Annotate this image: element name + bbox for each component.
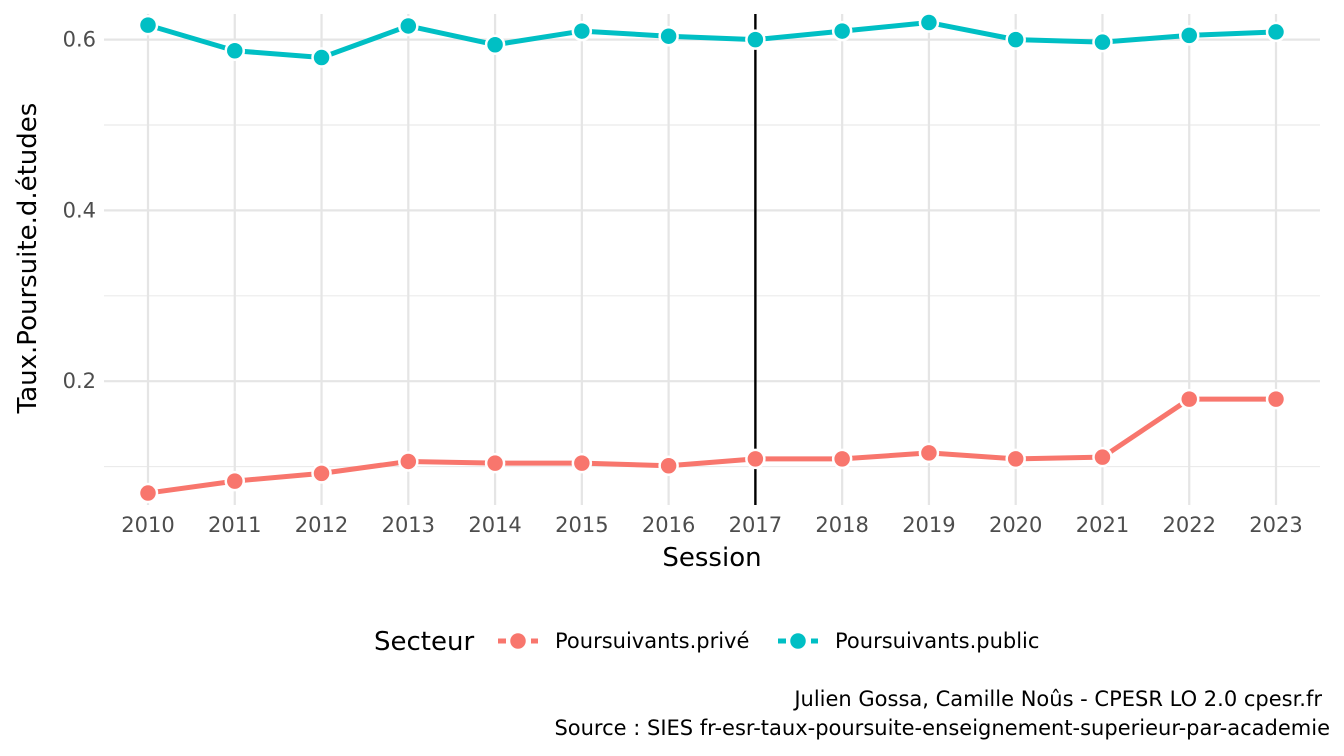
data-point	[398, 15, 419, 37]
data-point	[224, 470, 246, 492]
legend: Secteur Poursuivants.privé Poursuivants.p…	[374, 627, 1039, 657]
data-point	[311, 463, 332, 484]
data-point	[1178, 25, 1200, 46]
data-point	[1265, 388, 1287, 410]
data-point	[918, 442, 940, 464]
data-point	[137, 14, 159, 36]
caption-credits: Julien Gossa, Camille Noûs - CPESR LO 2.…	[792, 687, 1322, 711]
x-tick-label: 2020	[989, 513, 1042, 537]
series-layer	[137, 12, 1287, 504]
x-tick-label: 2011	[208, 513, 261, 537]
series-line	[147, 396, 1276, 496]
x-tick-label: 2013	[382, 513, 435, 537]
series-0	[137, 388, 1287, 504]
x-axis-ticks: 2010 2011 2012 2013 2014 2015 2016 2017 2018 2019…	[121, 513, 1302, 537]
x-tick-label: 2018	[815, 513, 868, 537]
data-point	[137, 482, 159, 504]
x-tick-label: 2016	[642, 513, 695, 537]
x-tick-label: 2021	[1076, 513, 1129, 537]
data-point	[1178, 388, 1200, 410]
data-point	[658, 25, 679, 47]
data-point	[918, 12, 940, 33]
y-tick-label: 0.6	[63, 28, 96, 52]
legend-key-point	[507, 630, 529, 652]
legend-label: Poursuivants.privé	[555, 629, 749, 653]
data-point	[1092, 446, 1113, 468]
data-point	[1005, 29, 1026, 50]
y-axis-ticks: 0.2 0.4 0.6	[63, 28, 96, 394]
x-tick-label: 2019	[902, 513, 955, 537]
legend-title: Secteur	[374, 627, 474, 657]
x-axis-title: Session	[662, 543, 761, 573]
data-point	[571, 452, 593, 474]
data-point	[1092, 31, 1113, 53]
data-point	[1005, 448, 1026, 470]
y-tick-label: 0.2	[63, 369, 96, 393]
legend-item-1: Poursuivants.public	[778, 629, 1039, 653]
data-point	[484, 452, 506, 474]
data-point	[1265, 21, 1287, 43]
series-1	[137, 12, 1287, 68]
x-tick-label: 2015	[555, 513, 608, 537]
legend-item-0: Poursuivants.privé	[498, 629, 749, 653]
data-point	[398, 451, 419, 472]
y-axis-title: Taux.Poursuite.d.études	[13, 103, 43, 415]
data-point	[745, 29, 766, 50]
x-tick-label: 2023	[1249, 513, 1302, 537]
x-tick-label: 2012	[295, 513, 348, 537]
data-point	[831, 20, 853, 42]
data-point	[831, 448, 853, 470]
data-point	[224, 40, 246, 61]
series-line	[147, 20, 1277, 61]
x-tick-label: 2010	[121, 513, 174, 537]
data-point	[745, 448, 766, 470]
x-tick-label: 2022	[1163, 513, 1216, 537]
data-point	[311, 47, 332, 68]
y-tick-label: 0.4	[63, 198, 96, 222]
legend-label: Poursuivants.public	[835, 629, 1039, 653]
legend-key-point	[787, 630, 809, 652]
data-point	[484, 34, 506, 55]
caption-source: Source : SIES fr-esr-taux-poursuite-ense…	[554, 716, 1330, 740]
x-tick-label: 2014	[468, 513, 521, 537]
data-point	[658, 455, 679, 476]
x-tick-label: 2017	[729, 513, 782, 537]
data-point	[571, 20, 593, 42]
